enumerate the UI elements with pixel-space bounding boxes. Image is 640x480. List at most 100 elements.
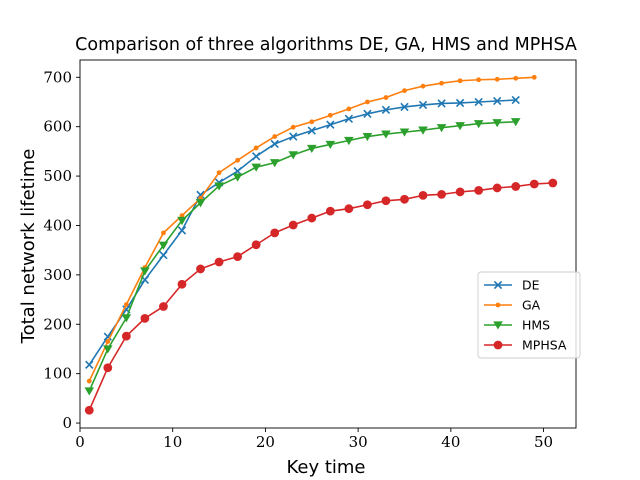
data-point-ga-16 [383,95,389,100]
data-point-hms-5 [177,216,187,226]
legend-marker-de [493,280,503,290]
legend-entry-de: DE [484,278,540,293]
data-point-hms-1 [103,345,113,354]
data-point-mphsa-20 [455,187,465,197]
data-point-ga-14 [346,106,352,112]
legend-label-de: DE [522,278,540,293]
data-point-hms-13 [325,140,336,150]
legend-label-hms: HMS [522,318,550,333]
data-point-mphsa-23 [511,182,521,191]
data-point-de-6 [196,190,205,200]
data-point-de-16 [381,105,391,115]
data-point-mphsa-15 [363,200,372,210]
data-point-hms-6 [195,199,206,208]
data-point-mphsa-21 [474,186,484,195]
data-point-de-5 [177,226,187,235]
data-point-hms-9 [251,163,261,172]
data-point-de-11 [289,132,298,141]
data-point-de-0 [85,360,94,369]
x-tick-label-1: 10 [163,433,182,451]
data-point-mphsa-6 [196,264,205,274]
y-tick-label-0: 0 [62,414,72,432]
data-point-ga-18 [420,83,426,89]
data-point-mphsa-13 [325,206,335,216]
data-point-hms-8 [232,173,243,182]
data-point-de-19 [437,99,446,108]
data-point-mphsa-7 [214,257,224,267]
data-point-de-22 [493,96,502,106]
data-point-de-12 [307,126,316,135]
y-tick-label-1: 100 [43,365,72,383]
data-point-ga-17 [402,88,407,94]
data-point-mphsa-25 [548,178,558,188]
data-point-mphsa-5 [177,279,187,289]
data-point-mphsa-18 [418,190,428,200]
legend-entry-mphsa: MPHSA [484,338,567,353]
data-point-hms-20 [455,122,465,131]
x-tick-label-0: 0 [75,433,85,451]
data-point-de-14 [344,114,354,123]
series-line-de [88,99,516,366]
data-point-ga-13 [327,112,333,118]
data-point-de-15 [363,109,372,119]
data-point-mphsa-3 [140,313,150,323]
data-point-hms-3 [140,267,150,276]
data-point-hms-4 [158,241,169,250]
x-axis-label: Key time [286,457,365,478]
data-point-ga-23 [513,75,519,81]
data-point-ga-10 [272,134,278,139]
legend-entry-ga: GA [484,298,541,313]
plot-frame [79,59,577,429]
data-point-ga-0 [86,378,92,384]
data-point-de-9 [251,152,261,161]
data-point-hms-2 [121,314,132,323]
y-tick-label-7: 700 [43,68,72,86]
data-point-ga-20 [457,78,463,84]
legend: DE GA HMS MPHSA [477,271,581,359]
data-point-hms-16 [381,130,391,139]
data-point-de-17 [400,102,409,112]
legend-label-mphsa: MPHSA [522,338,567,353]
legend-marker-hms [493,321,503,330]
data-point-ga-22 [494,76,500,82]
data-point-hms-11 [288,151,299,160]
data-point-ga-19 [439,80,444,86]
data-point-mphsa-16 [381,196,391,206]
data-point-hms-7 [214,182,224,191]
data-point-ga-7 [216,170,222,176]
data-point-mphsa-17 [400,194,409,204]
data-point-de-23 [511,95,520,105]
data-point-de-4 [159,250,168,260]
data-point-ga-9 [253,145,259,151]
data-point-de-18 [418,100,428,110]
y-tick-label-2: 200 [43,315,72,333]
data-point-mphsa-4 [159,302,168,311]
data-point-mphsa-9 [251,240,261,250]
data-point-ga-15 [365,99,370,105]
y-tick-label-5: 500 [43,167,72,185]
x-tick-label-3: 30 [349,433,368,451]
x-tick-label-2: 20 [256,433,275,451]
legend-label-ga: GA [522,298,541,313]
data-point-mphsa-19 [437,189,446,199]
data-point-ga-11 [290,124,296,130]
data-point-de-21 [474,97,483,107]
data-point-mphsa-24 [529,179,539,189]
data-point-de-10 [270,139,279,149]
data-point-ga-24 [531,74,537,80]
series-ga [86,74,537,384]
data-point-ga-1 [105,339,111,344]
data-point-mphsa-12 [307,213,317,223]
series-mphsa [84,178,558,415]
series-hms [84,118,521,396]
y-tick-label-3: 300 [43,266,72,284]
legend-marker-mphsa [493,340,503,350]
data-point-ga-2 [123,302,129,307]
legend-box [477,271,581,359]
data-point-de-1 [103,332,112,341]
data-point-hms-0 [84,387,95,396]
chart-title: Comparison of three algorithms DE, GA, H… [75,35,577,55]
data-point-hms-14 [344,136,354,146]
data-point-hms-22 [492,119,502,128]
